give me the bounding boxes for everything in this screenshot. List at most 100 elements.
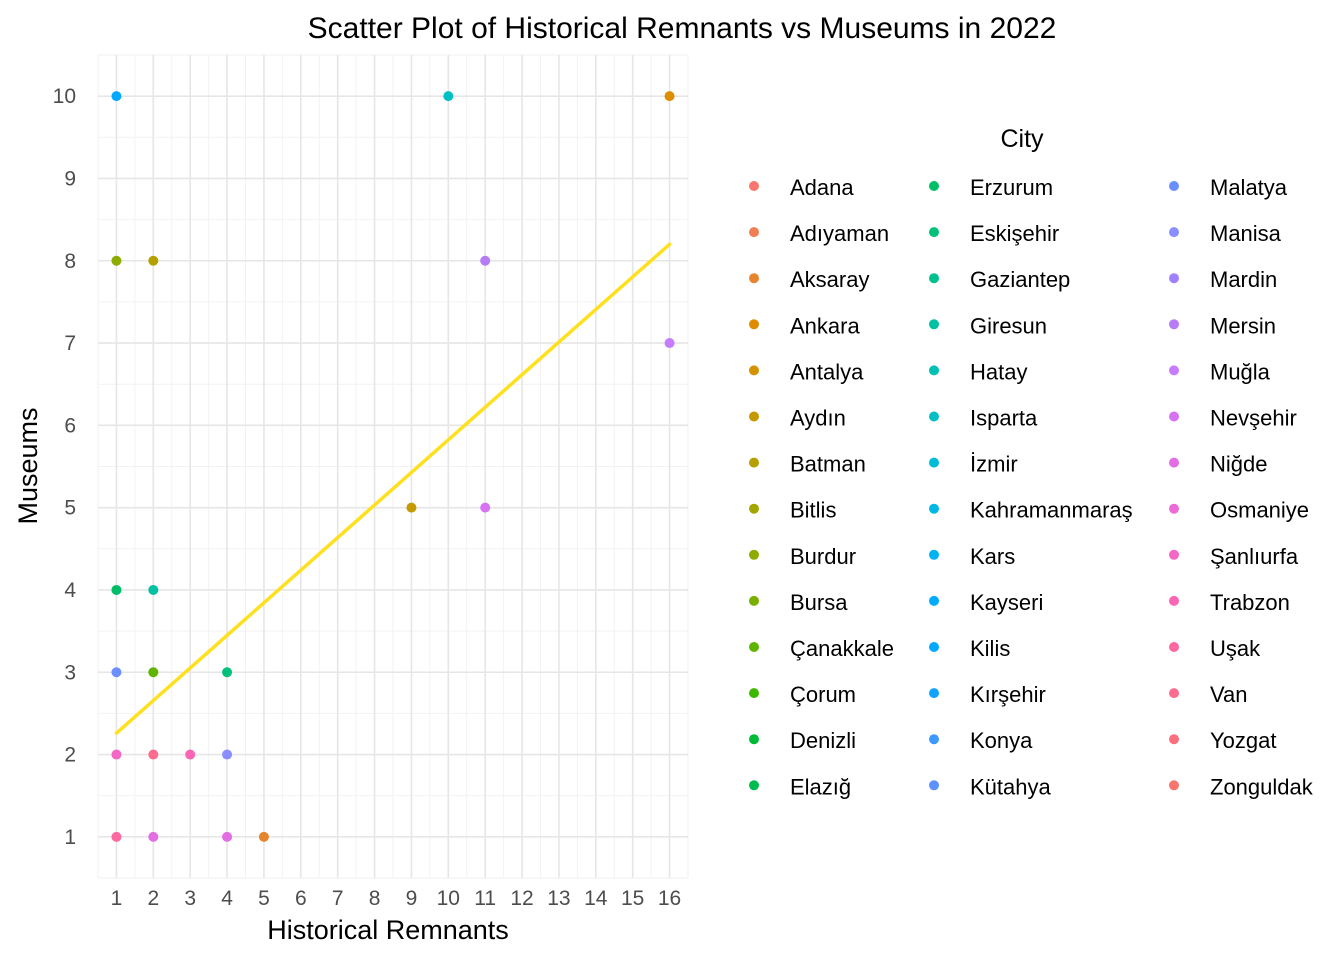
y-tick-label: 10 [53, 85, 76, 108]
legend-key [1169, 181, 1179, 191]
legend-item: Niğde [1169, 452, 1267, 477]
legend-key [929, 227, 939, 238]
legend-item: Antalya [749, 359, 864, 384]
y-tick-label: 4 [64, 579, 76, 602]
y-tick-label: 8 [64, 250, 76, 273]
x-tick-label: 16 [658, 887, 681, 910]
data-point [111, 255, 122, 266]
x-tick-label: 15 [621, 887, 644, 910]
legend-label: Gaziantep [970, 267, 1070, 292]
legend-label: Niğde [1210, 452, 1267, 477]
legend-key [1169, 457, 1179, 468]
legend-item: Aydın [749, 406, 846, 431]
legend-key [929, 549, 939, 560]
legend-label: Giresun [970, 313, 1047, 338]
grid [97, 54, 689, 879]
legend-key [929, 319, 939, 330]
legend-label: İzmir [970, 452, 1018, 477]
legend-label: Malatya [1210, 175, 1288, 200]
legend-key [1169, 273, 1179, 284]
legend-label: Trabzon [1210, 590, 1290, 615]
data-point [148, 749, 159, 760]
legend-label: Denizli [790, 728, 856, 753]
legend-key [929, 734, 939, 745]
x-axis-title: Historical Remnants [267, 915, 509, 945]
data-point [148, 831, 159, 842]
legend-label: Aksaray [790, 267, 869, 292]
legend-label: Elazığ [790, 774, 851, 799]
legend-label: Manisa [1210, 221, 1282, 246]
data-point [443, 91, 454, 102]
legend-key [1169, 503, 1179, 514]
legend-label: Van [1210, 682, 1248, 707]
legend-label: Aydın [790, 406, 846, 431]
legend-key [749, 734, 759, 745]
trend-line [114, 242, 672, 735]
legend-key [1169, 411, 1179, 422]
y-tick-label: 7 [64, 332, 76, 355]
legend-item: Malatya [1169, 175, 1288, 200]
legend-key [749, 780, 759, 791]
legend-item: Yozgat [1169, 728, 1276, 753]
legend-entries: Adana Adıyaman Aksaray Ankara Antalya Aydın Ba… [749, 175, 1314, 799]
y-tick-label: 3 [64, 661, 76, 684]
legend-key [749, 411, 759, 422]
legend-item: Trabzon [1169, 590, 1290, 615]
legend-item: Bitlis [749, 498, 836, 523]
legend-item: Kars [929, 544, 1015, 569]
legend-label: Mardin [1210, 267, 1277, 292]
legend-key [1169, 227, 1179, 238]
legend-item: Muğla [1169, 359, 1271, 384]
legend-item: Adıyaman [749, 221, 889, 246]
legend-label: Burdur [790, 544, 856, 569]
legend-key [929, 688, 939, 699]
legend-key [929, 457, 939, 468]
legend-key [929, 595, 939, 606]
legend-label: Ankara [790, 313, 860, 338]
data-points [111, 91, 675, 842]
legend-label: Yozgat [1210, 728, 1276, 753]
y-tick-label: 9 [64, 167, 76, 190]
legend-item: Elazığ [749, 774, 851, 799]
legend-label: Adıyaman [790, 221, 889, 246]
legend-label: Kahramanmaraş [970, 498, 1133, 523]
data-point [185, 749, 196, 760]
x-tick-label: 7 [332, 887, 344, 910]
legend-key [749, 688, 759, 699]
x-tick-label: 3 [184, 887, 196, 910]
legend-item: Batman [749, 452, 866, 477]
legend-label: Kars [970, 544, 1015, 569]
legend-key [1169, 595, 1179, 606]
legend-item: Eskişehir [929, 221, 1059, 246]
legend-key [749, 273, 759, 284]
legend-item: Manisa [1169, 221, 1282, 246]
y-tick-label: 2 [64, 744, 76, 767]
legend-label: Isparta [970, 406, 1038, 431]
x-tick-label: 2 [147, 887, 159, 910]
legend-item: Kırşehir [929, 682, 1046, 707]
data-point [406, 502, 417, 513]
legend-label: Osmaniye [1210, 498, 1309, 523]
legend-label: Mersin [1210, 313, 1276, 338]
data-point [148, 255, 159, 266]
data-point [258, 831, 269, 842]
legend-key [749, 457, 759, 468]
data-point [111, 584, 122, 595]
legend-label: Şanlıurfa [1210, 544, 1299, 569]
legend-label: Çorum [790, 682, 856, 707]
x-tick-label: 6 [295, 887, 307, 910]
x-tick-label: 11 [474, 887, 496, 910]
legend-key [749, 595, 759, 606]
legend-item: Nevşehir [1169, 406, 1297, 431]
legend-item: Mersin [1169, 313, 1276, 338]
legend-key [929, 780, 939, 791]
legend-key [749, 227, 759, 238]
legend-title: City [1000, 125, 1044, 153]
legend-item: Hatay [929, 359, 1027, 384]
legend-label: Kırşehir [970, 682, 1046, 707]
data-point [111, 667, 122, 678]
x-tick-label: 12 [510, 887, 533, 910]
data-point [111, 831, 122, 842]
